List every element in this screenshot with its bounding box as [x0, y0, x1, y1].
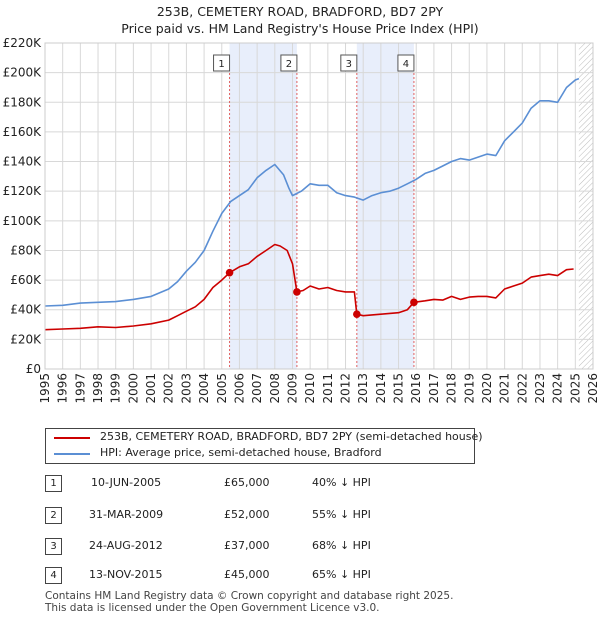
legend-item-hpi: HPI: Average price, semi-detached house,… [46, 446, 474, 462]
legend-swatch-hpi [54, 453, 90, 455]
transaction-number: 3 [45, 538, 62, 555]
price-chart: £0 £20K £40K £60K £80K £100K £120K £140K £160K £1… [3, 36, 600, 404]
x-tick-label: 2018 [445, 373, 459, 404]
transaction-number: 2 [45, 507, 62, 524]
chart-subtitle: Price paid vs. HM Land Registry's House … [121, 21, 479, 36]
x-tick-label: 1999 [109, 373, 123, 404]
sale-marker-box-2 [280, 54, 298, 72]
projection-area [578, 43, 593, 369]
legend-label-hpi: HPI: Average price, semi-detached house,… [100, 446, 382, 459]
sale-marker-box-4 [397, 54, 415, 72]
shaded-range-2 [356, 43, 414, 369]
sale-marker-label-2: 2 [286, 59, 292, 70]
sale-marker-box-3 [340, 54, 358, 72]
y-tick-label: £40K [10, 303, 42, 317]
x-tick-label: 2019 [462, 373, 476, 404]
x-tick-label: 2014 [374, 373, 388, 404]
transaction-hpi: 40% ↓ HPI [312, 476, 371, 489]
transaction-number: 4 [45, 567, 62, 584]
table-row: 3 24-AUG-2012 £37,000 68% ↓ HPI [0, 538, 600, 558]
x-tick-label: 1996 [56, 373, 70, 404]
x-tick-label: 2023 [533, 373, 547, 404]
x-tick-label: 2000 [126, 373, 140, 404]
y-tick-label: £100K [3, 214, 43, 228]
x-tick-label: 2022 [515, 373, 529, 404]
sale-marker-label-4: 4 [403, 59, 409, 70]
table-row: 4 13-NOV-2015 £45,000 65% ↓ HPI [0, 567, 600, 587]
x-tick-label: 1997 [73, 373, 87, 404]
sale-marker-box-1 [213, 54, 231, 72]
transaction-price: £37,000 [224, 539, 270, 552]
x-tick-label: 2024 [551, 373, 565, 404]
y-tick-label: £0 [26, 362, 41, 376]
sale-marker-label-1: 1 [218, 59, 224, 70]
transaction-date: 31-MAR-2009 [89, 508, 164, 521]
x-tick-label: 2017 [427, 373, 441, 404]
transaction-date: 24-AUG-2012 [89, 539, 163, 552]
x-tick-label: 2016 [409, 373, 423, 404]
chart-title: 253B, CEMETERY ROAD, BRADFORD, BD7 2PY [156, 4, 444, 19]
sale-marker-label-3: 3 [346, 59, 352, 70]
x-tick-label: 2010 [303, 373, 317, 404]
transaction-hpi: 65% ↓ HPI [312, 568, 371, 581]
transaction-hpi: 68% ↓ HPI [312, 539, 371, 552]
y-tick-label: £60K [10, 273, 42, 287]
property-price-line [44, 243, 574, 331]
y-tick-label: £140K [3, 155, 43, 169]
shaded-range-1 [229, 43, 297, 369]
table-row: 2 31-MAR-2009 £52,000 55% ↓ HPI [0, 507, 600, 527]
hpi-line [44, 77, 580, 307]
plot-background [45, 43, 593, 369]
x-tick-label: 2021 [498, 373, 512, 404]
x-tick-label: 2011 [321, 373, 335, 404]
y-tick-label: £80K [10, 243, 42, 257]
sale-point-3 [353, 310, 361, 318]
transaction-date: 13-NOV-2015 [89, 568, 163, 581]
transaction-hpi: 55% ↓ HPI [312, 508, 371, 521]
x-tick-label: 2006 [232, 373, 246, 404]
sale-point-1 [225, 268, 234, 277]
x-tick-label: 2020 [480, 373, 494, 404]
x-tick-label: 2012 [339, 373, 353, 404]
x-tick-label: 2007 [250, 373, 264, 404]
sale-point-4 [410, 298, 418, 307]
transaction-price: £65,000 [224, 476, 270, 489]
footer-copyright: Contains HM Land Registry data © Crown c… [45, 590, 454, 602]
legend-swatch-property [54, 437, 90, 439]
transaction-date: 10-JUN-2005 [91, 476, 162, 489]
x-tick-label: 2003 [179, 373, 193, 404]
legend-label-property: 253B, CEMETERY ROAD, BRADFORD, BD7 2PY (… [100, 430, 483, 443]
transaction-price: £45,000 [224, 568, 270, 581]
legend: 253B, CEMETERY ROAD, BRADFORD, BD7 2PY (… [45, 428, 483, 464]
y-tick-label: £20K [10, 332, 42, 346]
y-tick-label: £160K [3, 125, 43, 139]
plot-border [44, 42, 594, 370]
x-tick-label: 1995 [38, 373, 52, 404]
x-tick-label: 2009 [285, 373, 299, 404]
sale-point-2 [293, 288, 301, 296]
footer-licence: This data is licensed under the Open Gov… [45, 602, 380, 614]
x-tick-label: 2002 [162, 373, 176, 404]
y-tick-label: £180K [3, 95, 43, 109]
table-row: 1 10-JUN-2005 £65,000 40% ↓ HPI [0, 475, 600, 495]
y-tick-label: £120K [3, 184, 43, 198]
x-tick-label: 2005 [215, 373, 229, 404]
x-tick-label: 2013 [356, 373, 370, 404]
transaction-number: 1 [45, 475, 62, 492]
transaction-price: £52,000 [224, 508, 270, 521]
x-tick-label: 2026 [586, 373, 600, 404]
x-tick-label: 2015 [392, 373, 406, 404]
x-tick-label: 1998 [91, 373, 105, 404]
x-tick-label: 2001 [144, 373, 158, 404]
y-tick-label: £220K [3, 36, 43, 50]
x-tick-label: 2004 [197, 373, 211, 404]
y-tick-label: £200K [3, 66, 43, 80]
legend-item-property: 253B, CEMETERY ROAD, BRADFORD, BD7 2PY (… [46, 430, 483, 446]
x-tick-label: 2008 [268, 373, 282, 404]
x-tick-label: 2025 [568, 373, 582, 404]
